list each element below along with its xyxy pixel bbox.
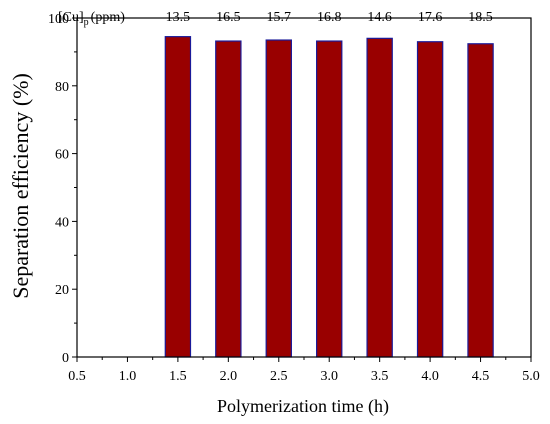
x-tick-label: 4.5: [472, 369, 490, 384]
x-tick-label: 5.0: [522, 369, 540, 384]
cu-value-label: 13.5: [166, 10, 191, 25]
x-tick-label: 4.0: [421, 369, 439, 384]
bars-group: [164, 36, 494, 358]
y-tick-label: 100: [48, 12, 69, 27]
y-tick-label: 80: [55, 80, 69, 95]
x-ticks-group: 0.5 1.0 1.5 2.0 2.5 3.0 3.5 4.0 4.5 5.0: [68, 357, 540, 384]
x-tick-label: 2.0: [220, 369, 238, 384]
y-tick-label: 40: [55, 215, 69, 230]
cu-value-label: 16.8: [317, 10, 342, 25]
x-tick-label: 3.0: [320, 369, 338, 384]
cu-value-label: 14.6: [367, 10, 392, 25]
y-ticks-group: 0 20 40 60 80 100: [48, 12, 77, 366]
plot-frame: [76, 17, 532, 358]
axes-group: [76, 17, 532, 358]
bar: [164, 36, 192, 358]
bar: [316, 40, 343, 358]
cu-label: [Cu]p (ppm): [58, 10, 125, 28]
y-axis-title: Separation efficiency (%): [8, 73, 33, 299]
bar: [467, 43, 494, 358]
bar: [366, 37, 393, 358]
x-axis-title: Polymerization time (h): [217, 396, 389, 417]
cu-value-label: 18.5: [468, 10, 493, 25]
x-tick-label: 2.5: [270, 369, 288, 384]
x-tick-label: 1.0: [119, 369, 137, 384]
y-tick-label: 60: [55, 148, 69, 163]
x-tick-label: 0.5: [68, 369, 86, 384]
data-labels-group: 13.5 16.5 15.7 16.8 14.6 17.6 18.5: [166, 10, 493, 25]
x-tick-label: 3.5: [371, 369, 389, 384]
y-tick-label: 20: [55, 283, 69, 298]
cu-value-label: 17.6: [418, 10, 443, 25]
bar: [416, 41, 444, 358]
y-tick-label: 0: [62, 351, 69, 366]
bar: [215, 40, 242, 358]
cu-value-label: 16.5: [216, 10, 241, 25]
x-tick-label: 1.5: [169, 369, 187, 384]
cu-value-label: 15.7: [267, 10, 292, 25]
bar: [265, 39, 292, 358]
